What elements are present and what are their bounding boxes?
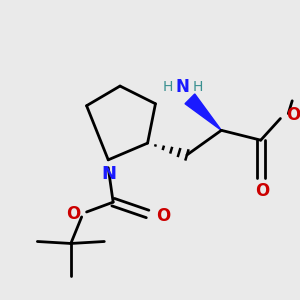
Text: O: O — [256, 182, 270, 200]
Text: O: O — [66, 205, 80, 223]
Text: H: H — [193, 80, 203, 94]
Text: H: H — [163, 80, 173, 94]
Text: O: O — [286, 106, 300, 124]
Text: N: N — [175, 78, 189, 96]
Polygon shape — [185, 94, 221, 130]
Text: N: N — [102, 165, 117, 183]
Text: O: O — [156, 207, 170, 225]
